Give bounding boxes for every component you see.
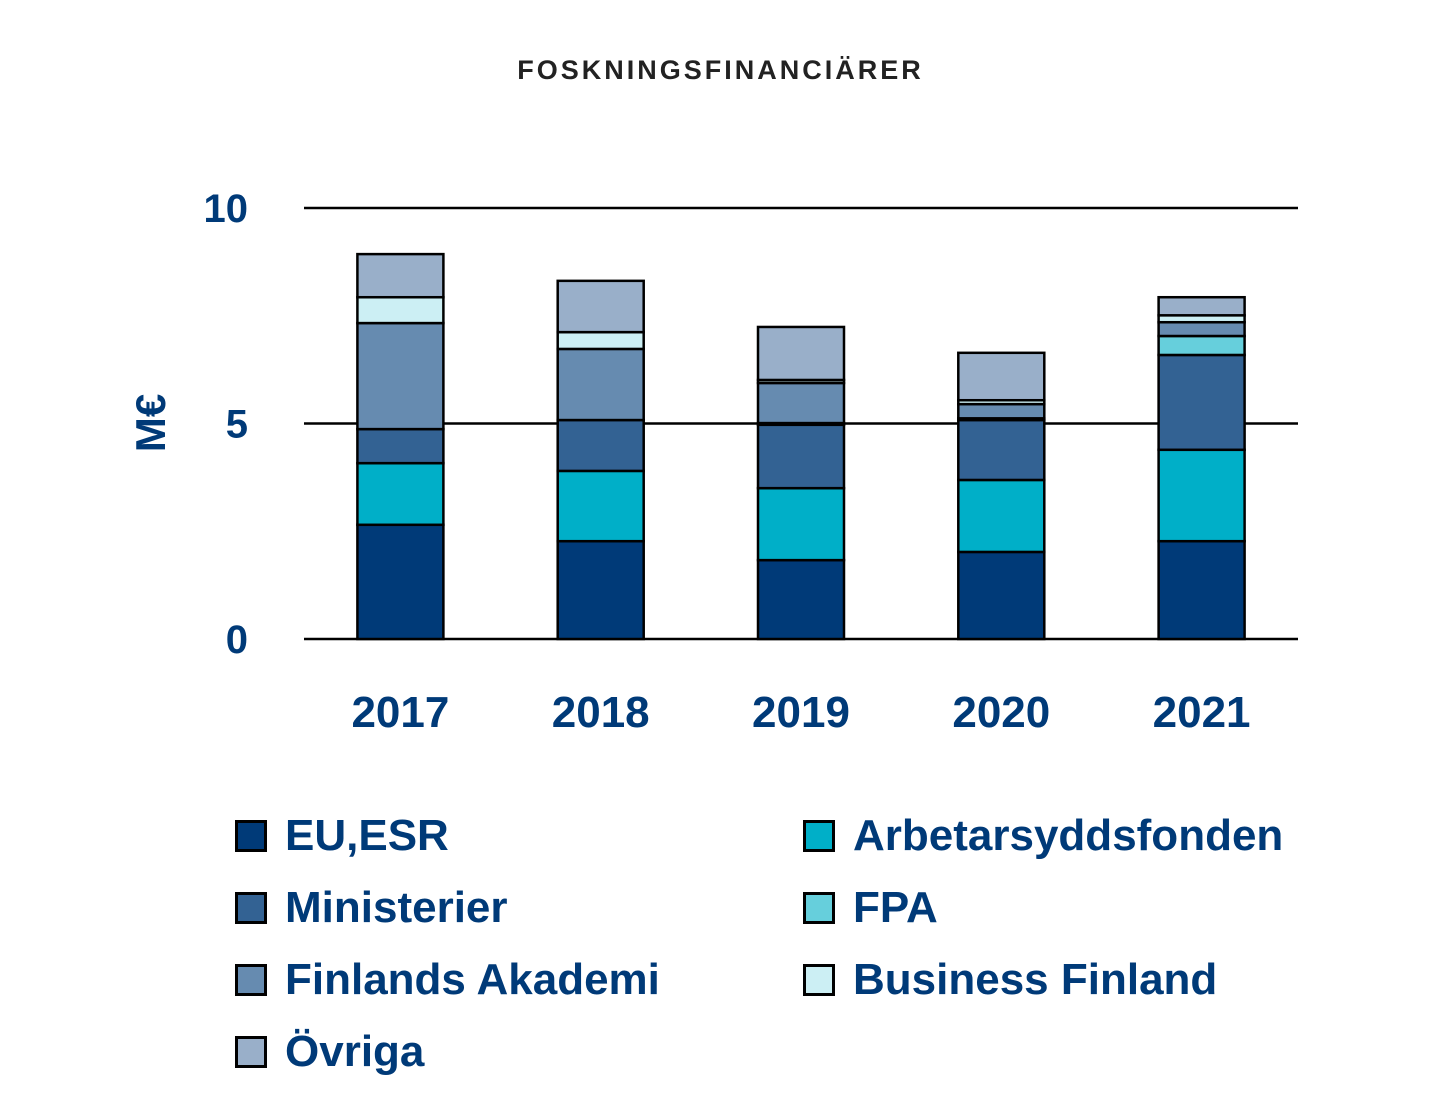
x-tick-label: 2019 [752, 688, 850, 737]
bar-segment-eu-esr [356, 523, 445, 641]
legend-item: Arbetarsyddsfonden [803, 805, 1363, 867]
legend-swatch [235, 892, 267, 924]
legend-swatch [803, 820, 835, 852]
bar-segment-business-finland [556, 330, 645, 351]
legend-swatch [803, 892, 835, 924]
legend-swatch [235, 1036, 267, 1068]
bar-segment-business-finland [356, 295, 445, 325]
legend-item: Ministerier [235, 877, 803, 939]
bar-segment-finlands-akademi [1157, 320, 1246, 338]
x-tick-label: 2021 [1153, 688, 1251, 737]
legend-label: Business Finland [853, 955, 1218, 1004]
chart-title: FOSKNINGSFINANCIÄRER [517, 55, 924, 85]
y-tick-label: 10 [204, 187, 249, 231]
legend-label: Arbetarsyddsfonden [853, 811, 1284, 860]
y-tick-label: 0 [226, 618, 248, 662]
bar-segment-eu-esr [556, 539, 645, 641]
y-tick-label: 5 [226, 403, 248, 447]
x-tick-label: 2017 [351, 688, 449, 737]
legend: EU,ESR Arbetarsyddsfonden Ministerier FPA Fi… [235, 805, 1385, 1083]
legend-item: Business Finland [803, 949, 1363, 1011]
bar-segment-övriga [556, 279, 645, 334]
bar-segment-övriga [957, 351, 1046, 402]
y-axis-label: M€ [127, 394, 174, 452]
legend-label: Ministerier [285, 883, 508, 932]
bar-segment-finlands-akademi [957, 402, 1046, 420]
legend-item: EU,ESR [235, 805, 803, 867]
legend-item: FPA [803, 877, 1363, 939]
bar-segment-finlands-akademi [756, 381, 846, 425]
bar-segment-eu-esr [756, 558, 846, 641]
bar-segment-fpa [1157, 334, 1246, 357]
legend-label: Finlands Akademi [285, 955, 660, 1004]
bar-segment-ministerier [756, 423, 846, 490]
bar-segment-övriga [356, 252, 445, 299]
bar-segment-arbetarsyddsfonden [957, 478, 1046, 554]
bar-segment-ministerier [957, 418, 1046, 482]
x-tick-label: 2018 [552, 688, 650, 737]
legend-label: Övriga [285, 1027, 425, 1076]
legend-swatch [803, 964, 835, 996]
legend-label: EU,ESR [285, 811, 449, 860]
legend-label: FPA [853, 883, 938, 932]
bar-segment-finlands-akademi [356, 321, 445, 431]
bar-segment-ministerier [356, 427, 445, 465]
bar-segment-övriga [1157, 295, 1246, 317]
bar-segment-arbetarsyddsfonden [556, 469, 645, 543]
x-tick-label: 2020 [952, 688, 1050, 737]
bar-segment-arbetarsyddsfonden [756, 486, 846, 562]
bar-segment-eu-esr [1157, 539, 1246, 641]
legend-item: Finlands Akademi [235, 949, 803, 1011]
bar-segment-ministerier [556, 418, 645, 473]
bar-segment-arbetarsyddsfonden [1157, 448, 1246, 543]
bar-segment-arbetarsyddsfonden [356, 461, 445, 527]
bar-segment-finlands-akademi [556, 347, 645, 422]
bar-segment-övriga [756, 325, 846, 382]
bar-segment-eu-esr [957, 550, 1046, 641]
legend-swatch [235, 964, 267, 996]
legend-item: Övriga [235, 1021, 803, 1083]
bar-segment-ministerier [1157, 353, 1246, 452]
legend-swatch [235, 820, 267, 852]
